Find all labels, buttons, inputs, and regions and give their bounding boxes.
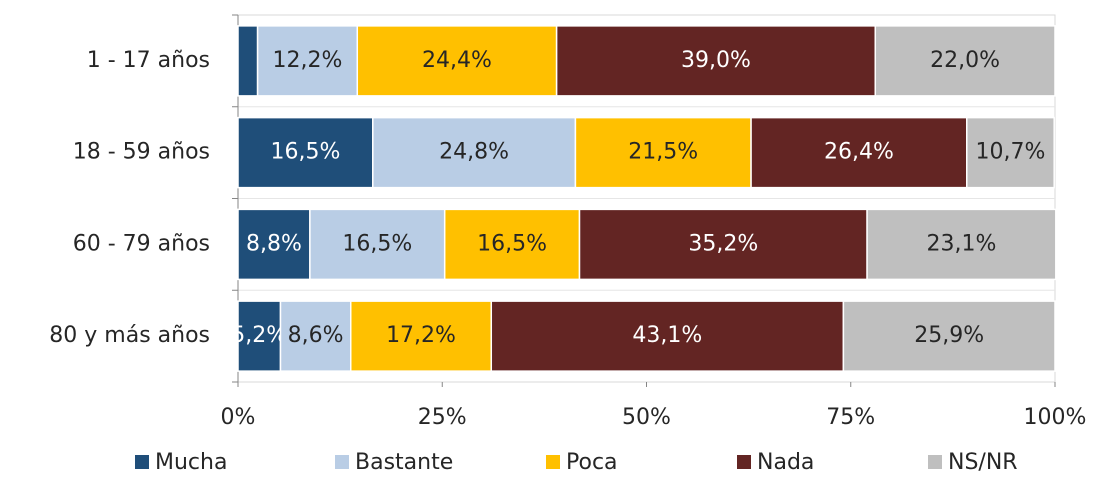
bar-segment (237, 25, 259, 97)
bar-segment (578, 208, 868, 281)
bar-segment (555, 25, 877, 97)
legend-swatch (928, 455, 942, 469)
x-tick-label: 100% (1024, 405, 1087, 430)
x-tick-label: 50% (622, 405, 671, 430)
bar-segment (237, 300, 282, 372)
y-tick-label: 1 - 17 años (87, 48, 210, 73)
x-tick-label: 75% (826, 405, 875, 430)
bar-segment (309, 208, 446, 281)
y-tick-label: 18 - 59 años (73, 140, 210, 165)
data-label: 16,5% (477, 231, 547, 256)
bar-segment (866, 208, 1057, 281)
data-label: 8,6% (288, 323, 344, 348)
data-label: 24,8% (439, 140, 509, 165)
y-tick-label: 60 - 79 años (73, 231, 210, 256)
data-label: 21,5% (628, 140, 698, 165)
x-tick-label: 0% (221, 405, 256, 430)
data-label: 5,2% (231, 323, 287, 348)
legend-label: Nada (757, 450, 814, 475)
bar-segment (349, 300, 493, 372)
data-label: 23,1% (927, 231, 997, 256)
bar-segment (490, 300, 845, 372)
y-tick-label: 80 y más años (49, 323, 210, 348)
data-label: 24,4% (422, 48, 492, 73)
legend-label: Mucha (155, 450, 227, 475)
data-label: 25,9% (914, 323, 984, 348)
bar-segment (237, 116, 374, 189)
bar-segment (750, 116, 968, 189)
bar-segment (256, 25, 359, 97)
data-label: 39,0% (681, 48, 751, 73)
bar-segment (966, 116, 1055, 189)
legend-label: Bastante (355, 450, 453, 475)
data-label: 22,0% (930, 48, 1000, 73)
bar-segment (237, 208, 311, 281)
data-label: 16,5% (342, 231, 412, 256)
legend-swatch (737, 455, 751, 469)
data-label: 8,8% (246, 231, 302, 256)
bar-segment (874, 25, 1056, 97)
bar-segment (372, 116, 577, 189)
x-tick-label: 25% (418, 405, 467, 430)
bar-segment (443, 208, 581, 281)
bar-segment (842, 300, 1056, 372)
bar-segment (279, 300, 352, 372)
legend-swatch (135, 455, 149, 469)
data-label: 26,4% (824, 140, 894, 165)
legend-swatch (335, 455, 349, 469)
data-label: 17,2% (386, 323, 456, 348)
data-label: 12,2% (272, 48, 342, 73)
legend-label: NS/NR (948, 450, 1018, 475)
legend-swatch (546, 455, 560, 469)
data-label: 10,7% (976, 140, 1046, 165)
data-label: 43,1% (632, 323, 702, 348)
data-label: 16,5% (270, 140, 340, 165)
legend-label: Poca (566, 450, 618, 475)
data-label: 35,2% (688, 231, 758, 256)
